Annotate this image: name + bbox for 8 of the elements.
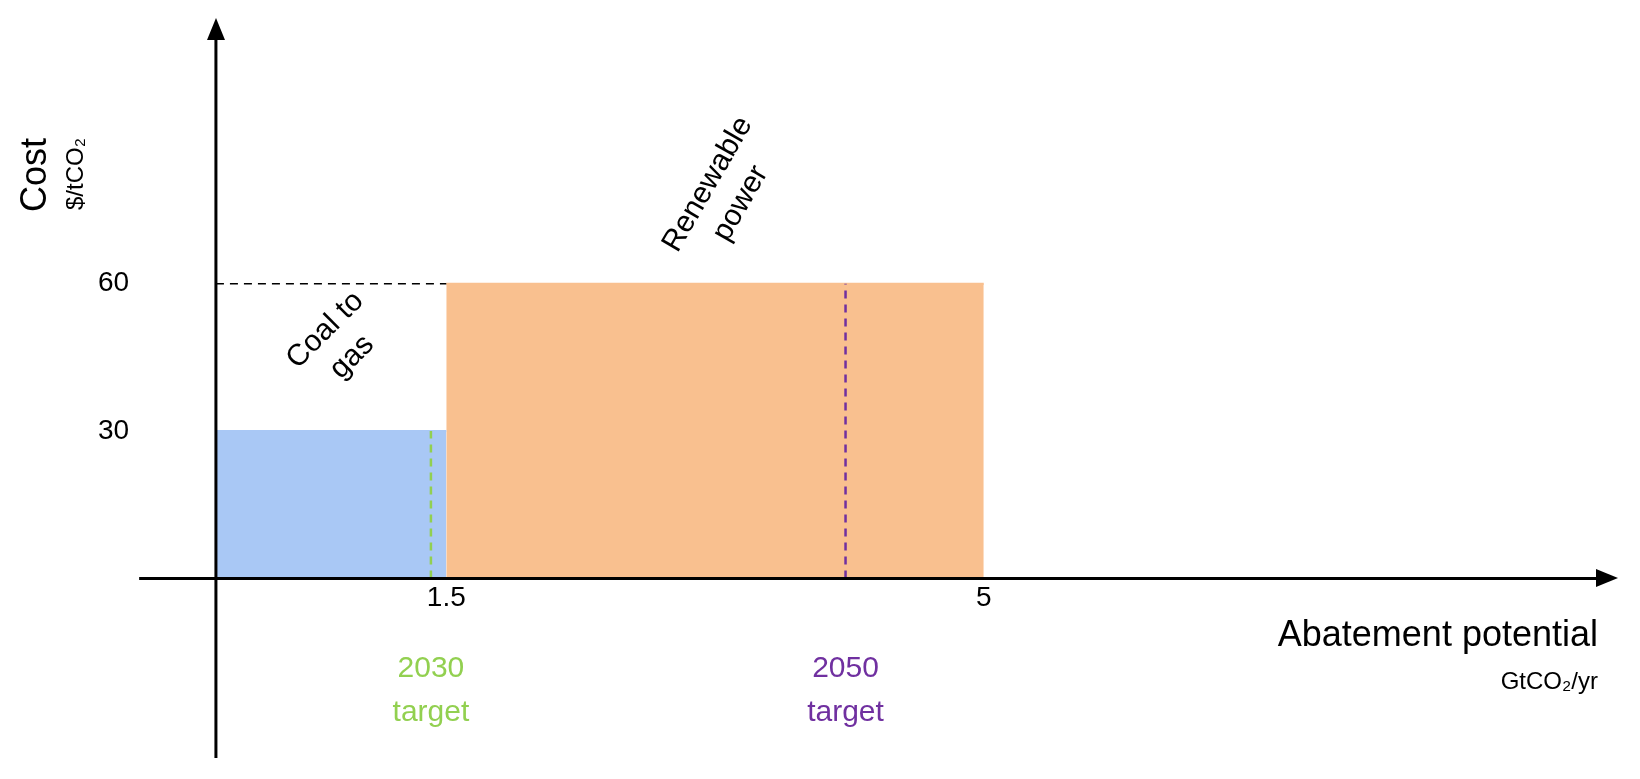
y-axis-title: Cost $/tCO₂	[12, 138, 88, 213]
y-tick-label: 30	[97, 413, 130, 445]
y-tick-label: 60	[97, 266, 130, 298]
ref-line-label: 2050 target	[807, 649, 885, 727]
ref-line-label: 2030 target	[392, 649, 470, 727]
x-axis-title: Abatement potential GtCO₂/yr	[1277, 613, 1599, 695]
x-tick-label: 5	[975, 580, 992, 612]
x-tick-label: 1.5	[426, 580, 466, 612]
